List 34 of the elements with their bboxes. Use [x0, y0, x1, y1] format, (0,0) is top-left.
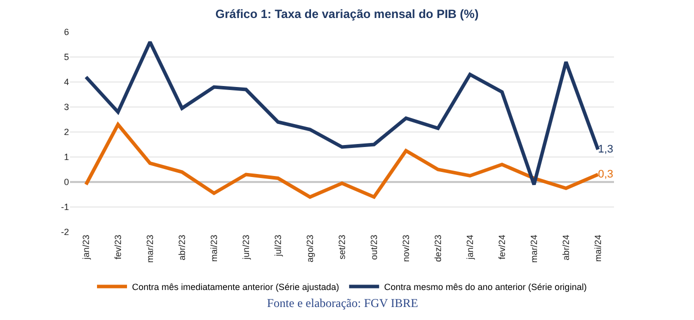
- line-series: [84, 40, 600, 186]
- x-tick-label: jun/23: [240, 234, 251, 260]
- chart-title: Gráfico 1: Taxa de variação mensal do PIB (%): [215, 7, 479, 21]
- x-tick-label: fev/24: [496, 234, 507, 260]
- x-tick-label: jan/23: [80, 234, 91, 260]
- x-tick-label: out/23: [368, 234, 379, 260]
- y-tick-label: 2: [64, 127, 69, 138]
- x-tick-label: abr/23: [176, 234, 187, 260]
- y-tick-label: 6: [64, 27, 69, 38]
- x-tick-label: abr/24: [560, 234, 571, 260]
- y-tick-label: 5: [64, 52, 69, 62]
- data-label: 0,3: [598, 168, 614, 180]
- x-tick-label: mar/24: [528, 234, 539, 263]
- x-tick-label: dez/23: [432, 234, 443, 262]
- y-tick-label: -1: [60, 202, 69, 212]
- x-tick-label: mai/24: [592, 234, 603, 262]
- x-tick-label: jan/24: [464, 234, 475, 260]
- data-label: 1,3: [598, 143, 614, 156]
- line-series: [84, 122, 600, 199]
- x-tick-label: fev/23: [112, 234, 123, 260]
- y-tick-label: -2: [60, 227, 69, 238]
- source-note: Fonte e elaboração: FGV IBRE: [267, 296, 418, 310]
- x-tick-label: ago/23: [304, 234, 315, 262]
- y-tick-label: 1: [64, 152, 69, 162]
- y-tick-label: 0: [64, 177, 69, 188]
- x-tick-label: mar/23: [144, 234, 155, 263]
- x-tick-label: jul/23: [272, 234, 283, 258]
- y-tick-label: 4: [64, 77, 69, 88]
- legend-label: Contra mês imediatamente anterior (Série ajustada): [132, 282, 340, 292]
- legend-label: Contra mesmo mês do ano anterior (Série original): [384, 282, 587, 292]
- x-tick-label: mai/23: [208, 234, 219, 262]
- x-tick-label: set/23: [336, 234, 347, 260]
- x-tick-label: nov/23: [400, 234, 411, 262]
- y-tick-label: 3: [64, 102, 69, 112]
